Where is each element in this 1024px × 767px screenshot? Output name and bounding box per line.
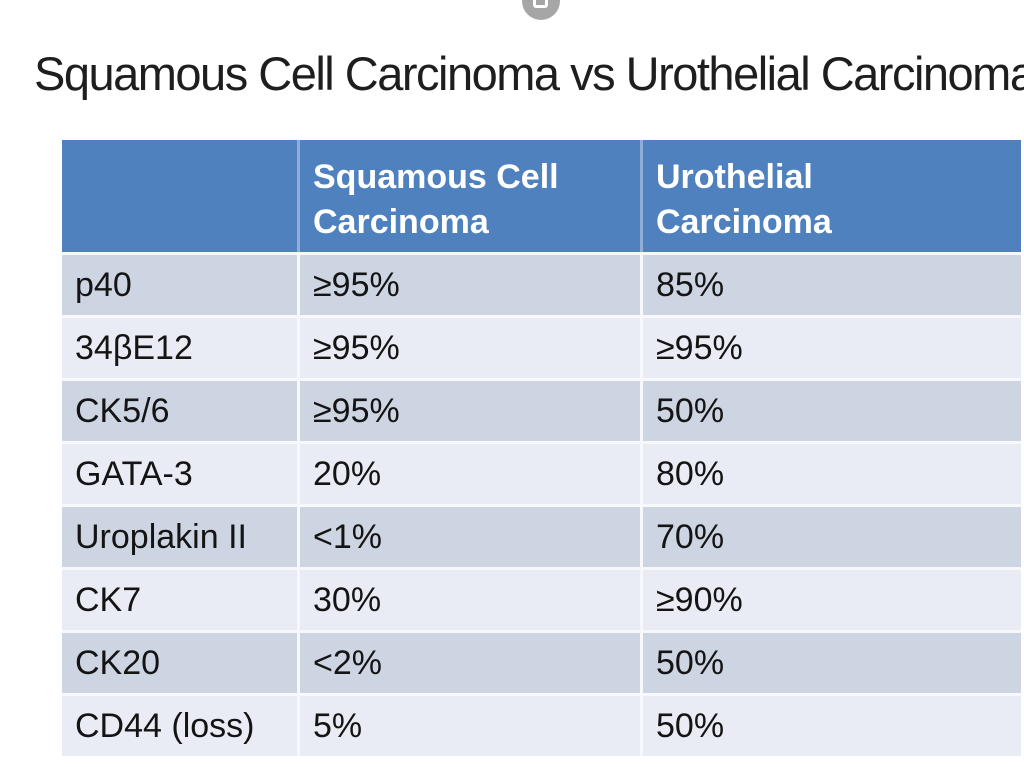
header-line: Urothelial — [656, 158, 813, 196]
table-row: Uroplakin II <1% 70% — [62, 504, 1021, 567]
table-row: CD44 (loss) 5% 50% — [62, 693, 1021, 756]
viewer-top-button[interactable] — [522, 0, 560, 20]
table-row: CK20 <2% 50% — [62, 630, 1021, 693]
table-row: CK5/6 ≥95% 50% — [62, 378, 1021, 441]
table-row: CK7 30% ≥90% — [62, 567, 1021, 630]
header-line: Carcinoma — [313, 202, 489, 241]
uc-value-cell: 70% — [640, 507, 1021, 567]
slide-title: Squamous Cell Carcinoma vs Urothelial Ca… — [34, 47, 1024, 100]
uc-value-cell: 85% — [640, 255, 1021, 315]
uc-value-cell: ≥95% — [640, 318, 1021, 378]
scc-value-cell: ≥95% — [297, 381, 640, 441]
row-label-cell: Uroplakin II — [75, 517, 247, 556]
scc-value-cell: <2% — [297, 633, 640, 693]
ihc-comparison-table: Squamous Cell Carcinoma Urothelial Carci… — [62, 140, 1021, 756]
scc-value-cell: 5% — [297, 696, 640, 756]
header-line: Squamous Cell — [313, 158, 559, 196]
header-cell-squamous: Squamous Cell Carcinoma — [297, 140, 640, 252]
table-row: 34βE12 ≥95% ≥95% — [62, 315, 1021, 378]
row-label-cell: GATA-3 — [75, 454, 193, 493]
scc-value-cell: ≥95% — [297, 255, 640, 315]
scc-value-cell: 20% — [297, 444, 640, 504]
header-cell-marker — [62, 140, 297, 252]
scc-value-cell: 30% — [297, 570, 640, 630]
row-label-cell: CD44 (loss) — [75, 706, 255, 745]
row-label-cell: 34βE12 — [75, 328, 193, 367]
scc-value-cell: <1% — [297, 507, 640, 567]
table-row: p40 ≥95% 85% — [62, 252, 1021, 315]
header-cell-urothelial: Urothelial Carcinoma — [640, 140, 1021, 252]
scc-value-cell: ≥95% — [297, 318, 640, 378]
table-row: GATA-3 20% 80% — [62, 441, 1021, 504]
uc-value-cell: 80% — [640, 444, 1021, 504]
row-label-cell: CK5/6 — [75, 391, 170, 430]
expand-frame-icon — [533, 0, 548, 8]
header-line: Carcinoma — [656, 202, 832, 241]
uc-value-cell: 50% — [640, 633, 1021, 693]
uc-value-cell: 50% — [640, 381, 1021, 441]
table-body: p40 ≥95% 85% 34βE12 ≥95% ≥95% CK5/6 ≥95%… — [62, 252, 1021, 756]
row-label-cell: CK7 — [75, 580, 142, 619]
row-label-cell: CK20 — [75, 643, 161, 682]
row-label-cell: p40 — [75, 265, 132, 304]
table-header-row: Squamous Cell Carcinoma Urothelial Carci… — [62, 140, 1021, 252]
uc-value-cell: 50% — [640, 696, 1021, 756]
uc-value-cell: ≥90% — [640, 570, 1021, 630]
